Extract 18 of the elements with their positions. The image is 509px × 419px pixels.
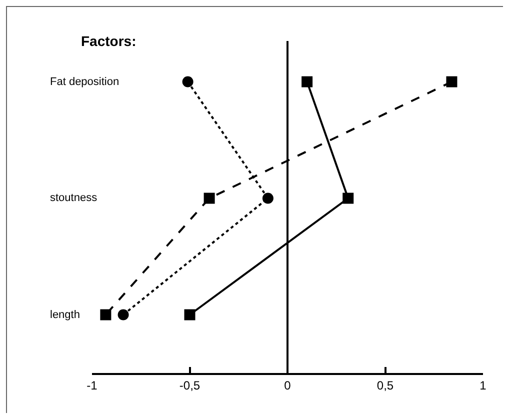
point (100, 309, 112, 320)
x-tick-label: 1 (480, 378, 487, 392)
x-tick-label: -0,5 (179, 378, 200, 392)
x-tick-label: 0,5 (376, 378, 394, 392)
point (446, 76, 458, 88)
point (182, 76, 194, 88)
point (342, 192, 354, 204)
x-tick-label: -1 (86, 378, 98, 392)
x-tick-label: 0 (284, 378, 292, 392)
y-tick-label: stoutness (50, 192, 98, 204)
point (302, 76, 313, 88)
point (262, 192, 274, 204)
point (204, 192, 215, 204)
y-axis-title: Factors: (81, 33, 136, 49)
point (184, 309, 196, 320)
y-tick-label: length (50, 309, 80, 321)
point (118, 309, 129, 320)
y-tick-label: Fat deposition (50, 76, 120, 88)
